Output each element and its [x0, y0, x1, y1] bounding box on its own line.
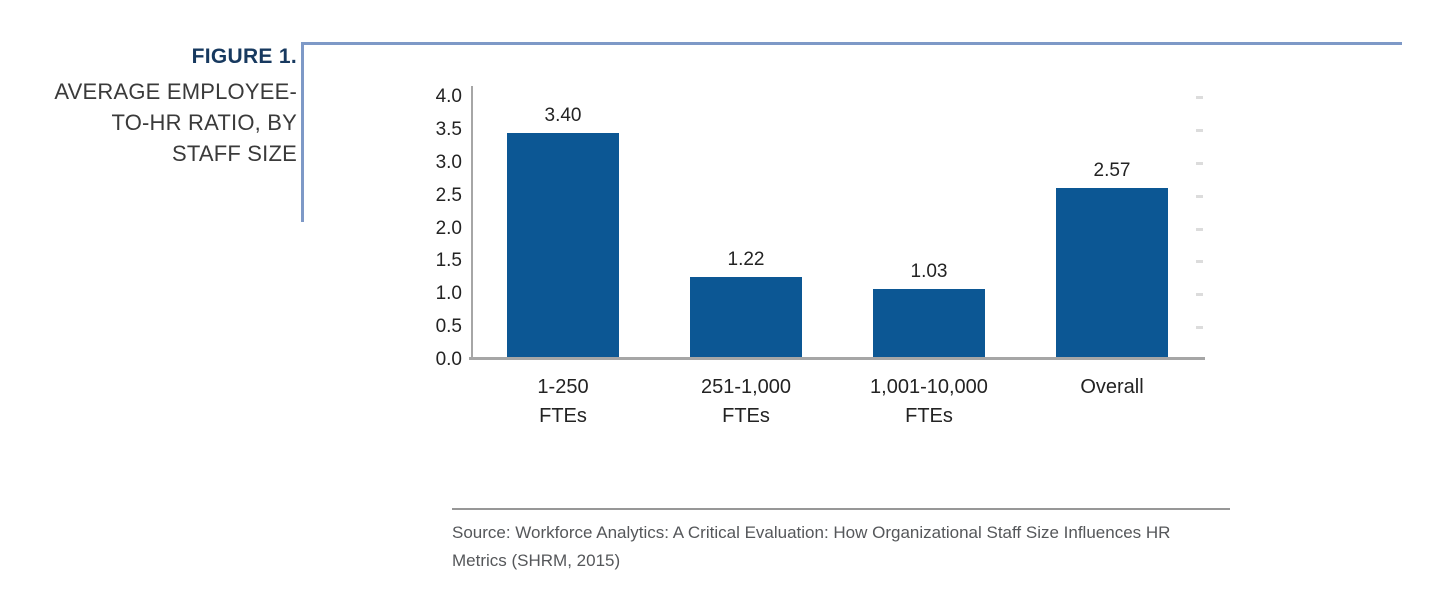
bar-value-label: 1.22: [727, 249, 765, 270]
source-divider: [452, 508, 1230, 510]
figure-heading: FIGURE 1. AVERAGE EMPLOYEE- TO-HR RATIO,…: [0, 44, 297, 169]
x-category-label-line: FTEs: [539, 405, 587, 427]
accent-border-top: [301, 42, 1402, 45]
right-tick-mark: [1196, 293, 1203, 297]
x-category-label: 1-250 FTEs: [471, 373, 655, 431]
y-tick-label: 1.0: [435, 283, 462, 305]
x-axis-baseline: [469, 357, 1205, 360]
bar: [873, 289, 985, 357]
y-tick-label: 3.0: [435, 151, 462, 173]
source-note: Source: Workforce Analytics: A Critical …: [452, 519, 1242, 575]
right-tick-mark: [1196, 326, 1203, 330]
right-tick-mark: [1196, 260, 1203, 264]
right-tick-mark: [1196, 128, 1203, 132]
x-category-label: Overall: [1020, 373, 1204, 402]
figure-title-line-1: AVERAGE EMPLOYEE-: [54, 79, 297, 104]
y-tick-label: 2.5: [435, 184, 462, 206]
bar-chart: 4.0 3.5 3.0 2.5 2.0 1.5 1.0 0.5 0.0 3.40 1.22 1.03…: [435, 86, 1205, 431]
y-tick-label: 3.5: [435, 118, 462, 140]
accent-border-left: [301, 42, 304, 222]
bar-value-label: 1.03: [910, 261, 948, 282]
source-line-2: Metrics (SHRM, 2015): [452, 551, 621, 570]
x-category-label-line: FTEs: [905, 405, 953, 427]
y-tick-label: 0.0: [435, 349, 462, 370]
bar-value-label: 2.57: [1093, 160, 1131, 181]
x-category-label-line: 1,001-10,000: [870, 376, 988, 398]
figure-label: FIGURE 1.: [191, 45, 297, 68]
x-category-label-line: FTEs: [722, 405, 770, 427]
y-tick-label: 2.0: [435, 217, 462, 239]
x-category-label-line: Overall: [1080, 376, 1144, 398]
right-tick-mark: [1196, 161, 1203, 165]
right-tick-mark: [1196, 96, 1203, 99]
bar: [690, 277, 802, 357]
y-tick-label: 1.5: [435, 250, 462, 272]
x-category-label: 1,001-10,000 FTEs: [837, 373, 1021, 431]
x-category-label: 251-1,000 FTEs: [654, 373, 838, 431]
source-line-1: Source: Workforce Analytics: A Critical …: [452, 523, 1171, 542]
y-tick-label: 4.0: [435, 86, 462, 107]
right-tick-mark: [1196, 227, 1203, 231]
figure-title-line-2: TO-HR RATIO, BY: [111, 110, 297, 135]
figure-title: AVERAGE EMPLOYEE- TO-HR RATIO, BY STAFF …: [0, 76, 297, 169]
bar-value-label: 3.40: [544, 105, 582, 126]
y-axis-line: [471, 86, 473, 360]
y-tick-label: 0.5: [435, 316, 462, 338]
bar: [507, 133, 619, 357]
figure-title-line-3: STAFF SIZE: [171, 141, 297, 166]
x-category-label-line: 251-1,000: [700, 376, 792, 398]
x-category-label-line: 1-250: [537, 376, 589, 398]
bar: [1056, 188, 1168, 357]
right-tick-mark: [1196, 194, 1203, 198]
